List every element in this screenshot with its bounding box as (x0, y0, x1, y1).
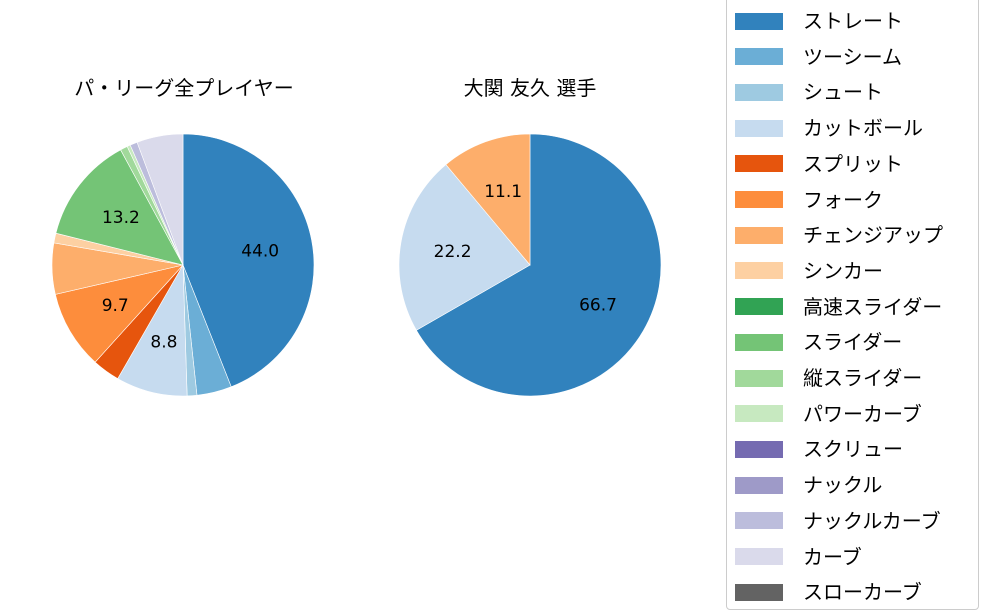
legend-label: ナックル (803, 473, 883, 498)
legend: ストレートツーシームシュートカットボール スプリットフォークチェンジアップ シンカー… (726, 0, 979, 610)
legend-item: チェンジアップ (735, 225, 943, 245)
legend-swatch (735, 191, 783, 208)
legend-label: パワーカーブ (803, 401, 922, 426)
legend-item: スライダー (735, 332, 902, 352)
left-pie: 44.0 8.8 9.7 13.2 (51, 133, 315, 397)
legend-item: カットボール (735, 118, 923, 138)
legend-item: スプリット (735, 154, 903, 174)
slice-value-label: 13.2 (102, 208, 140, 228)
left-pie-title: パ・リーグ全プレイヤー (74, 76, 294, 100)
legend-label: シンカー (803, 258, 883, 283)
legend-swatch (735, 476, 783, 494)
legend-label: ナックルカーブ (803, 508, 941, 533)
legend-item: パワーカーブ (735, 404, 922, 424)
legend-label: スライダー (803, 330, 903, 355)
legend-label: スクリュー (803, 437, 903, 462)
slice-value-label: 8.8 (150, 332, 177, 352)
legend-item: シュート (735, 82, 883, 102)
legend-item: 高速スライダー (735, 297, 942, 317)
pie-slice (136, 133, 184, 266)
pie-slice (54, 264, 184, 363)
legend-swatch (735, 83, 783, 101)
legend-swatch (735, 512, 783, 530)
legend-item: スクリュー (735, 439, 903, 459)
pie-slice (445, 133, 531, 266)
legend-label: 縦スライダー (803, 366, 923, 390)
pie-slice (398, 164, 531, 331)
legend-swatch (735, 583, 783, 601)
pie-slice (182, 133, 315, 388)
slice-value-label: 22.2 (434, 242, 472, 262)
legend-item: ナックルカーブ (735, 511, 941, 531)
legend-swatch (735, 405, 783, 423)
legend-swatch (735, 12, 783, 30)
legend-label: スプリット (803, 151, 903, 176)
slice-value-label: 44.0 (241, 241, 279, 261)
legend-label: シュート (803, 80, 883, 105)
legend-item: ストレート (735, 11, 903, 31)
legend-label: ツーシーム (803, 44, 902, 69)
legend-item: シンカー (735, 261, 883, 281)
legend-label: スローカーブ (803, 580, 922, 605)
legend-swatch (735, 262, 783, 280)
right-pie: 66.7 22.2 11.1 (398, 133, 662, 397)
legend-label: 高速スライダー (803, 294, 943, 319)
slice-value-label: 66.7 (579, 295, 617, 315)
legend-swatch (735, 548, 783, 565)
legend-swatch (735, 298, 783, 316)
legend-swatch (735, 119, 783, 137)
legend-swatch (735, 226, 783, 244)
legend-label: ストレート (803, 9, 903, 33)
legend-swatch (735, 369, 783, 387)
pie-slice (416, 133, 662, 397)
legend-swatch (735, 440, 783, 458)
legend-item: カーブ (735, 547, 862, 567)
right-pie-title: 大関 友久 選手 (463, 76, 597, 100)
legend-item: ナックル (735, 475, 882, 495)
legend-item: スローカーブ (735, 582, 922, 602)
legend-label: チェンジアップ (803, 223, 943, 248)
legend-label: カーブ (803, 544, 862, 569)
slice-value-label: 11.1 (484, 182, 522, 202)
legend-item: 縦スライダー (735, 368, 922, 388)
legend-item: ツーシーム (735, 47, 902, 67)
legend-swatch (735, 155, 783, 173)
legend-label: カットボール (803, 116, 923, 141)
legend-item: フォーク (735, 190, 883, 210)
slice-value-label: 9.7 (102, 296, 129, 316)
legend-swatch (735, 48, 783, 66)
legend-swatch (735, 333, 783, 351)
legend-label: フォーク (803, 187, 883, 212)
pie-charts: 44.0 8.8 9.7 13.2 66.7 22.2 11.1 (51, 133, 662, 397)
pie-slice (55, 149, 184, 266)
